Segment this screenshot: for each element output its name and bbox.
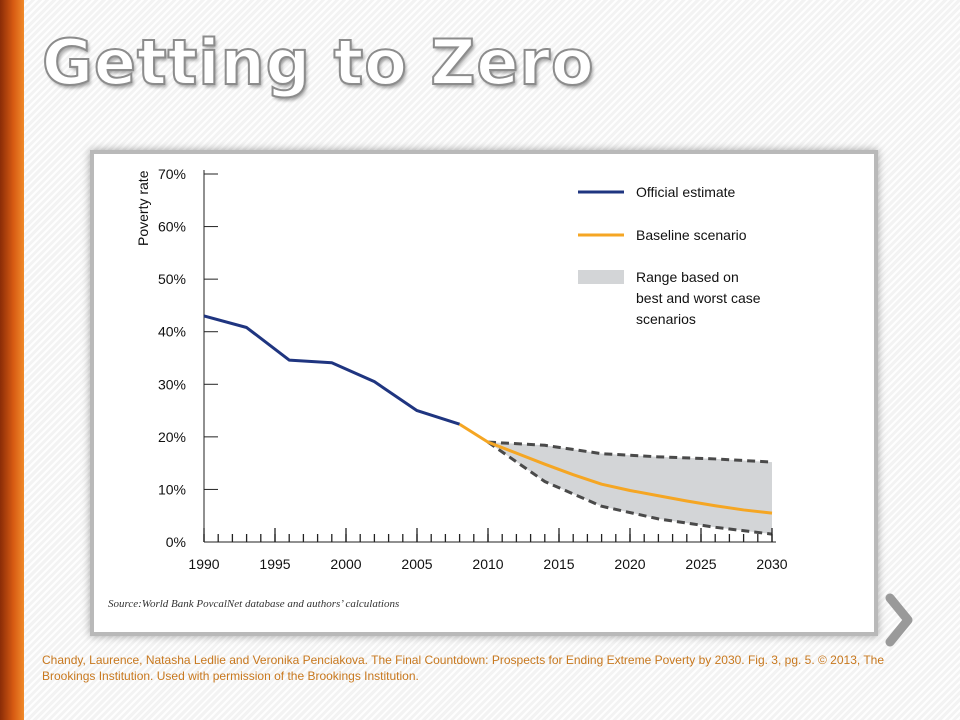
y-tick-label: 20% (158, 429, 186, 445)
accent-side-bar (0, 0, 24, 720)
next-slide-chevron-icon[interactable] (884, 592, 916, 648)
y-axis-label: Poverty rate (135, 170, 151, 246)
legend-label-baseline: Baseline scenario (636, 227, 747, 243)
slide-title: Getting to Zero (41, 25, 595, 100)
chart-source-note: Source:World Bank PovcalNet database and… (108, 598, 400, 610)
citation-text: Chandy, Laurence, Natasha Ledlie and Ver… (42, 653, 885, 683)
y-tick-label: 60% (158, 219, 186, 235)
x-tick-label: 2005 (401, 556, 432, 572)
x-tick-label: 2010 (472, 556, 503, 572)
x-tick-label: 1990 (188, 556, 219, 572)
y-tick-label: 40% (158, 324, 186, 340)
chart-figure: 0% 10% 20% 30% 40% 50% 60% 70% 1990 1995 2000 2005 2… (90, 150, 878, 636)
series-line-baseline-scenario (458, 422, 773, 515)
y-tick-label: 70% (158, 166, 186, 182)
legend-label-range: Range based on (636, 269, 739, 285)
y-tick-label: 0% (166, 534, 186, 550)
x-tick-label: 2025 (685, 556, 716, 572)
range-band (488, 442, 772, 535)
series-line-official-estimate (203, 314, 461, 426)
y-tick-label: 10% (158, 481, 186, 497)
x-tick-label: 2030 (756, 556, 787, 572)
x-tick-label: 1995 (259, 556, 290, 572)
legend-label-official: Official estimate (636, 184, 736, 200)
legend-label-range: best and worst case (636, 290, 761, 306)
y-tick-label: 50% (158, 271, 186, 287)
x-tick-label: 2015 (543, 556, 574, 572)
x-tick-label: 2020 (614, 556, 645, 572)
range-upper-bound-line (487, 440, 773, 464)
poverty-rate-chart: 0% 10% 20% 30% 40% 50% 60% 70% 1990 1995 2000 2005 2… (135, 166, 788, 572)
x-tick-label: 2000 (330, 556, 361, 572)
legend-label-range: scenarios (636, 311, 696, 327)
range-lower-bound-line (487, 440, 773, 536)
y-tick-label: 30% (158, 376, 186, 392)
legend-swatch-range (578, 270, 624, 284)
